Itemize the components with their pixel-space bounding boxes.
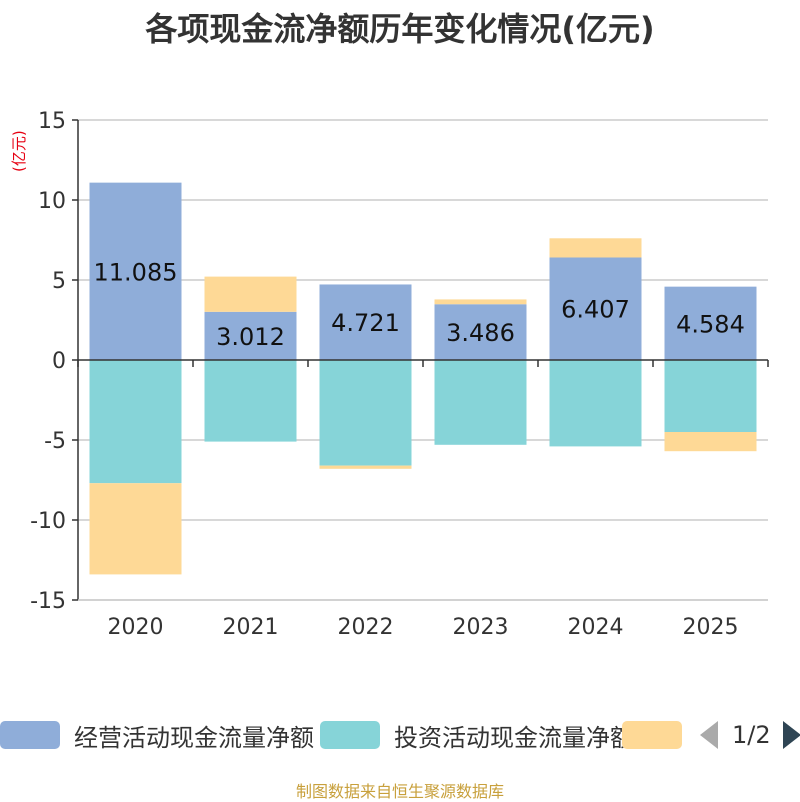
y-tick-label: -5 [44, 429, 66, 454]
legend-pager: 1/2 [700, 716, 800, 754]
bar-operating-2021[interactable] [204, 311, 297, 360]
y-tick-label: 0 [52, 349, 66, 374]
legend-label-operating: 经营活动现金流量净额 [74, 723, 314, 752]
bar-financing-2023[interactable] [434, 299, 527, 305]
bar-financing-2024[interactable] [549, 238, 642, 258]
y-tick-label: 10 [38, 189, 66, 214]
bar-financing-2020[interactable] [89, 483, 182, 575]
y-tick-label: -10 [30, 509, 66, 534]
x-tick-label: 2024 [568, 615, 624, 640]
data-label: 4.584 [676, 310, 745, 338]
bar-operating-2020[interactable] [89, 182, 182, 360]
x-tick-label: 2022 [338, 615, 394, 640]
legend-item-financing[interactable] [622, 716, 696, 754]
y-tick-label: 5 [52, 269, 66, 294]
y-tick-label: 15 [38, 109, 66, 134]
x-tick-label: 2023 [453, 615, 509, 640]
x-tick-label: 2020 [108, 615, 164, 640]
bar-financing-2021[interactable] [204, 276, 297, 312]
legend-item-operating[interactable]: 经营活动现金流量净额 [0, 716, 314, 754]
legend-swatch-investing [320, 721, 380, 749]
data-label: 3.012 [216, 323, 285, 351]
x-tick-label: 2025 [683, 615, 739, 640]
bar-operating-2025[interactable] [664, 286, 757, 360]
bar-financing-2025[interactable] [664, 432, 757, 452]
data-label: 4.721 [331, 309, 400, 337]
next-page-arrow-icon[interactable] [782, 721, 800, 749]
data-label: 11.085 [94, 258, 178, 286]
bar-investing-2020[interactable] [89, 360, 182, 484]
x-tick-label: 2021 [223, 615, 279, 640]
bar-operating-2024[interactable] [549, 257, 642, 360]
legend-swatch-financing [622, 721, 682, 749]
y-tick-label: -15 [30, 589, 66, 614]
bar-operating-2022[interactable] [319, 284, 412, 360]
legend-item-investing[interactable]: 投资活动现金流量净额 [320, 716, 634, 754]
legend-swatch-operating [0, 721, 60, 749]
bar-investing-2025[interactable] [664, 360, 757, 432]
data-label: 6.407 [561, 296, 630, 324]
data-source-note: 制图数据来自恒生聚源数据库 [295, 782, 504, 801]
bar-financing-2022[interactable] [319, 465, 412, 469]
bar-investing-2024[interactable] [549, 360, 642, 447]
prev-page-arrow-icon[interactable] [700, 721, 718, 749]
bar-investing-2023[interactable] [434, 360, 527, 445]
legend-label-investing: 投资活动现金流量净额 [394, 723, 634, 752]
chart-title: 各项现金流净额历年变化情况(亿元) [145, 10, 655, 48]
bar-operating-2023[interactable] [434, 304, 527, 360]
legend-page-indicator: 1/2 [732, 721, 771, 749]
bar-investing-2022[interactable] [319, 360, 412, 466]
data-label: 3.486 [446, 319, 515, 347]
bar-investing-2021[interactable] [204, 360, 297, 442]
